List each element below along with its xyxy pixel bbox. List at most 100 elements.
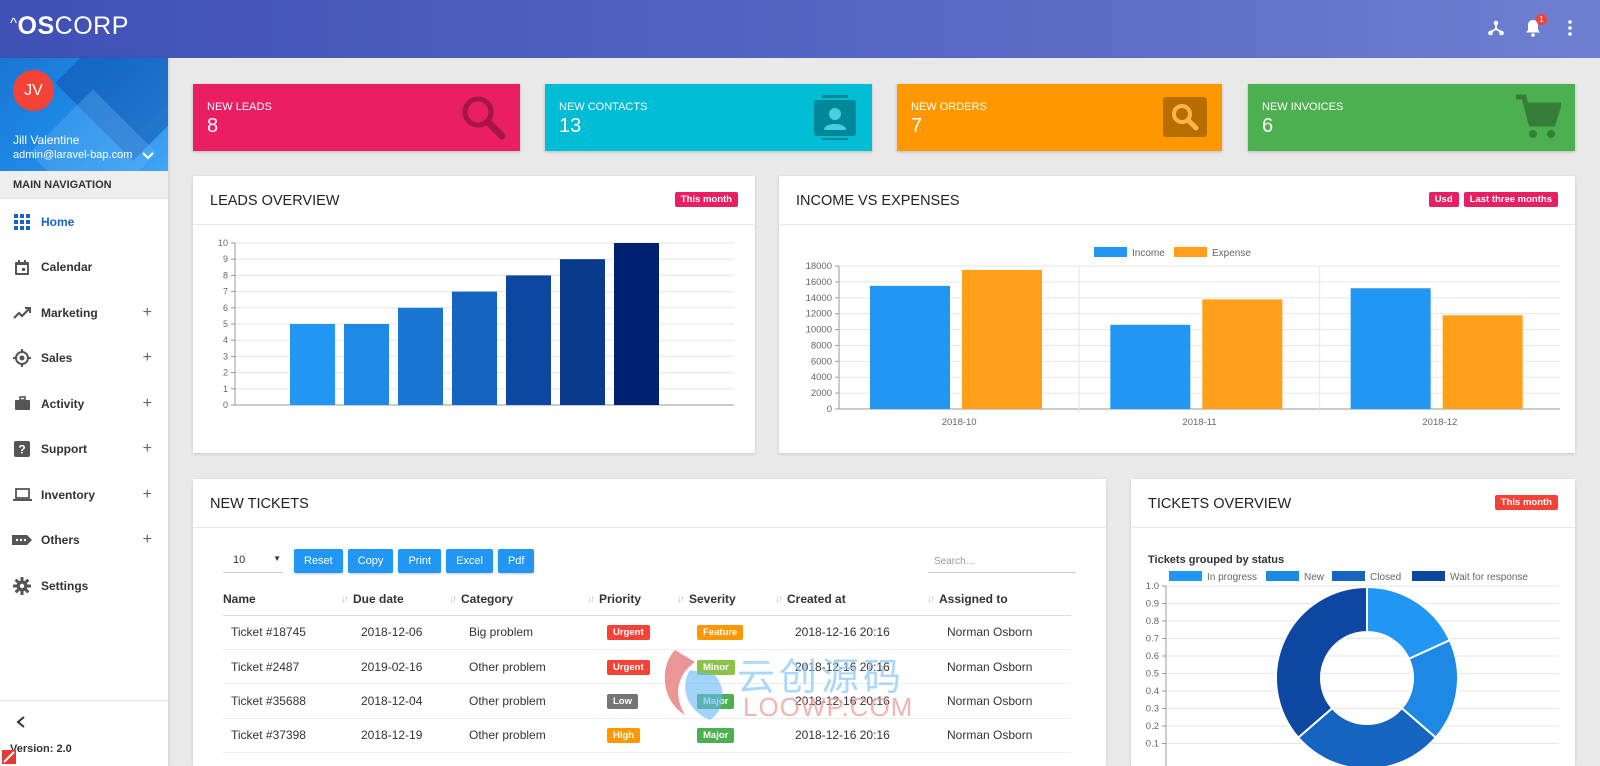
y-tick-label: 8 [223, 270, 228, 280]
y-tick-label: 8000 [811, 340, 832, 351]
sidebar-item-home[interactable]: Home [0, 199, 168, 245]
avatar[interactable]: JV [13, 70, 54, 111]
expand-plus-icon[interactable]: + [142, 394, 152, 412]
sort-icon[interactable]: ↓↑ [927, 594, 935, 605]
column-header-assigned-to[interactable]: Assigned to [939, 583, 1071, 616]
sidebar-item-sales[interactable]: Sales + [0, 336, 168, 382]
more-vert-icon[interactable] [1560, 17, 1580, 39]
sidebar-item-activity[interactable]: Activity + [0, 381, 168, 427]
card-header: LEADS OVERVIEW This month [193, 176, 755, 225]
copy-button[interactable]: Copy [347, 549, 394, 573]
period-tag[interactable]: This month [674, 192, 738, 207]
sort-icon[interactable]: ↓↑ [677, 594, 685, 605]
collapse-sidebar-icon[interactable] [16, 715, 26, 733]
ticket-name[interactable]: Ticket #37398 [223, 718, 353, 754]
assigned-to: Norman Osborn [939, 615, 1071, 650]
trending-up-icon [12, 303, 32, 323]
expand-plus-icon[interactable]: + [142, 349, 152, 367]
stat-value: 7 [911, 115, 923, 137]
ticket-name[interactable]: Ticket #2487 [223, 649, 353, 685]
ticket-name[interactable]: Ticket #35688 [223, 683, 353, 719]
bar [398, 307, 443, 405]
pdf-button[interactable]: Pdf [497, 549, 535, 573]
legend-label: Wait for response [1450, 572, 1528, 583]
chevron-down-icon[interactable] [142, 148, 154, 163]
print-button[interactable]: Print [398, 549, 442, 573]
created-at: 2018-12-16 20:16 [787, 718, 939, 754]
period-tag[interactable]: Last three months [1463, 192, 1558, 207]
stat-box-new-invoices[interactable]: NEW INVOICES 6 [1248, 84, 1575, 151]
excel-button[interactable]: Excel [446, 549, 493, 573]
column-header-priority[interactable]: Priority ↓↑ [599, 583, 689, 616]
y-tick-label: 0.8 [1146, 616, 1159, 627]
y-tick-label: 1 [223, 384, 228, 394]
column-header-name[interactable]: Name ↓↑ [223, 583, 353, 616]
reset-button[interactable]: Reset [294, 549, 343, 573]
stat-box-new-contacts[interactable]: NEW CONTACTS 13 [545, 84, 872, 151]
expand-plus-icon[interactable]: + [142, 531, 152, 549]
page-size-select[interactable]: 10 ▼ [223, 549, 283, 573]
legend-swatch [1266, 571, 1299, 581]
y-tick-label: 14000 [806, 293, 832, 304]
stat-value: 13 [559, 115, 582, 137]
y-tick-label: 3 [223, 351, 228, 361]
sidebar-item-label: Sales [41, 351, 73, 366]
sidebar-item-others[interactable]: Others + [0, 518, 168, 564]
ticket-name[interactable]: Ticket #18745 [223, 615, 353, 650]
column-header-created-at[interactable]: Created at ↓↑ [787, 583, 939, 616]
user-name: Jill Valentine [13, 133, 80, 147]
sidebar-item-settings[interactable]: Settings [0, 563, 168, 609]
table-row[interactable]: Ticket #18745 2018-12-06 Big problem Urgent… [223, 615, 1071, 650]
sidebar-item-inventory[interactable]: Inventory + [0, 472, 168, 518]
user-card: JV Jill Valentine admin@laravel-bap.com [0, 58, 168, 171]
logo-caret: ^ [10, 15, 18, 32]
due-date: 2018-12-19 [353, 718, 461, 754]
y-tick-label: 4 [223, 335, 228, 345]
tickets-donut-chart: In progress New Closed Wait for response 1.0… [1146, 571, 1559, 766]
app-logo[interactable]: ^OSCORP [10, 12, 129, 41]
table-row[interactable]: Ticket #35688 2018-12-04 Other problem Low M… [223, 683, 1071, 719]
stat-box-new-leads[interactable]: NEW LEADS 8 [193, 84, 520, 151]
currency-tag[interactable]: Usd [1428, 192, 1459, 207]
y-tick-label: 6 [223, 303, 228, 313]
y-tick-label: 0.3 [1146, 704, 1159, 715]
sort-icon[interactable]: ↓↑ [449, 594, 457, 605]
priority-badge: Urgent [607, 659, 650, 675]
period-tag[interactable]: This month [1494, 495, 1558, 510]
sort-icon[interactable]: ↓↑ [341, 594, 349, 605]
y-tick-label: 0.1 [1146, 739, 1159, 750]
column-header-category[interactable]: Category ↓↑ [461, 583, 599, 616]
gear-icon [12, 576, 32, 596]
y-tick-label: 12000 [806, 309, 832, 320]
column-header-label: Name [223, 591, 256, 606]
table-row[interactable]: Ticket #2487 2019-02-16 Other problem Urgen… [223, 649, 1071, 685]
expand-plus-icon[interactable]: + [142, 440, 152, 458]
legend-swatch [1412, 571, 1445, 581]
severity-cell: Feature [689, 615, 787, 650]
search-input[interactable]: Search... [928, 549, 1076, 573]
sort-icon[interactable]: ↓↑ [587, 594, 595, 605]
leads-overview-card: LEADS OVERVIEW This month 0 1 2 3 4 5 6 7 8 9 10 [193, 176, 755, 453]
notification-bell-icon[interactable]: 1 [1523, 14, 1547, 39]
table-row[interactable]: Ticket #37398 2018-12-19 Other problem High… [223, 718, 1071, 754]
y-tick-label: 5 [223, 319, 228, 329]
sidebar-item-calendar[interactable]: Calendar [0, 245, 168, 291]
bar [290, 324, 335, 405]
sitemap-icon[interactable] [1486, 17, 1506, 39]
sidebar-item-support[interactable]: ? Support + [0, 427, 168, 473]
expand-plus-icon[interactable]: + [142, 485, 152, 503]
sort-icon[interactable]: ↓↑ [775, 594, 783, 605]
bar [1442, 315, 1523, 409]
expand-plus-icon[interactable]: + [142, 303, 152, 321]
column-header-due-date[interactable]: Due date ↓↑ [353, 583, 461, 616]
y-tick-label: 16000 [806, 277, 832, 288]
column-header-label: Priority [599, 591, 642, 606]
sidebar-item-marketing[interactable]: Marketing + [0, 290, 168, 336]
stat-value: 8 [207, 115, 219, 137]
column-header-label: Category [461, 591, 514, 606]
priority-badge: Low [607, 693, 638, 709]
column-header-severity[interactable]: Severity ↓↑ [689, 583, 787, 616]
stat-label: NEW ORDERS [911, 101, 987, 113]
stat-box-new-orders[interactable]: NEW ORDERS 7 [897, 84, 1222, 151]
category: Big problem [461, 615, 599, 650]
